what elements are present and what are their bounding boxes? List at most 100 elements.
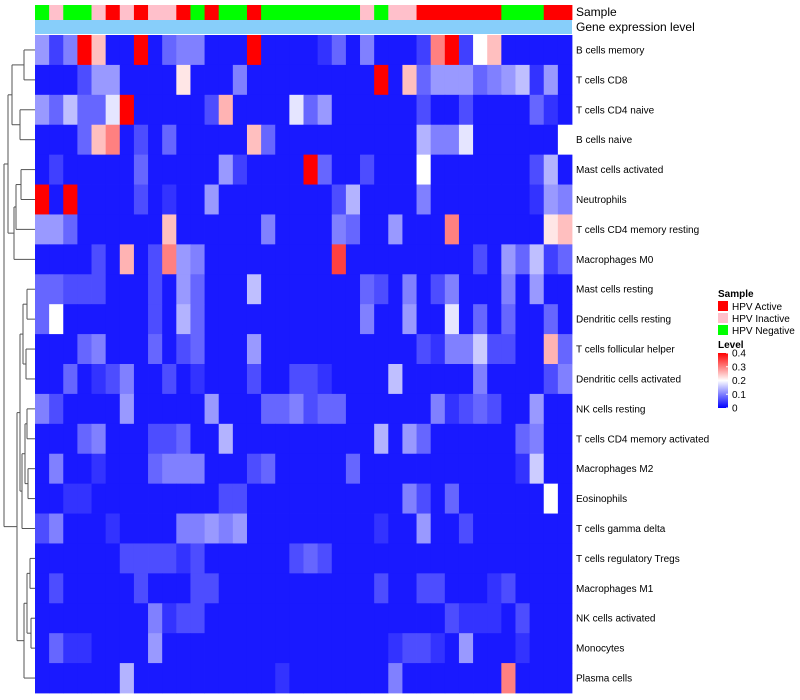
heatmap-cell (529, 214, 545, 245)
heatmap-cell (162, 423, 177, 455)
heatmap-cell (190, 453, 205, 485)
heatmap-cell (430, 423, 446, 455)
heatmap-cell (35, 483, 50, 514)
heatmap-cell (303, 35, 319, 66)
sample-legend: Sample HPV Active HPV Inactive HPV Negat… (718, 289, 795, 337)
heatmap-cell (430, 663, 446, 694)
heatmap-cell (204, 124, 220, 156)
heatmap-cell (275, 94, 290, 126)
heatmap-cell (331, 603, 347, 634)
heatmap-cell (148, 304, 163, 335)
heatmap-cell (176, 513, 191, 544)
heatmap-cell (331, 364, 347, 395)
heatmap-cell (416, 543, 432, 574)
heatmap-cell (232, 633, 248, 664)
heatmap-cell (444, 154, 460, 185)
heatmap-cell (501, 393, 516, 425)
heatmap-cell (190, 573, 205, 604)
heatmap-cell (515, 393, 531, 425)
heatmap-cell (529, 364, 545, 395)
heatmap-cell (416, 603, 432, 634)
heatmap-cell (529, 633, 545, 664)
heatmap-cell (63, 124, 78, 156)
heatmap-cell (275, 334, 290, 365)
heatmap-cell (133, 543, 149, 574)
heatmap-cell (487, 124, 502, 156)
heatmap-cell (261, 244, 276, 275)
heatmap-cell (303, 214, 319, 245)
heatmap-cell (473, 633, 488, 664)
heatmap-cell (148, 423, 163, 455)
heatmap-cell (458, 663, 474, 694)
heatmap-cell (501, 603, 516, 634)
heatmap-cell (487, 364, 502, 395)
heatmap-cell (148, 364, 163, 395)
sample-annotation-cell (430, 5, 446, 20)
heatmap-cell (388, 244, 403, 275)
heatmap-cell (105, 184, 121, 215)
heatmap-cell (148, 214, 163, 245)
heatmap-cell (444, 483, 460, 514)
heatmap-cell (275, 393, 290, 425)
heatmap-cell (261, 304, 276, 335)
heatmap-cell (444, 184, 460, 215)
heatmap-cell (529, 334, 545, 365)
heatmap-cell (232, 573, 248, 604)
heatmap-cell (303, 184, 319, 215)
heatmap-cell (77, 663, 92, 694)
heatmap-cell (487, 513, 502, 544)
heatmap-cell (289, 393, 304, 425)
level-tick-label: 0.2 (732, 376, 746, 387)
heatmap-cell (374, 154, 389, 185)
heatmap-cell (105, 483, 121, 514)
heatmap-cell (49, 274, 64, 305)
row-label: T cells follicular helper (576, 345, 675, 356)
heatmap-cell (416, 633, 432, 664)
heatmap-cell (557, 633, 573, 664)
heatmap-cell (374, 573, 389, 604)
heatmap-cell (360, 393, 375, 425)
heatmap-cell (218, 393, 234, 425)
heatmap-cell (176, 573, 191, 604)
heatmap-cell (105, 513, 121, 544)
heatmap-cell (105, 64, 121, 96)
heatmap-cell (444, 633, 460, 664)
heatmap-cell (91, 35, 107, 66)
heatmap-cell (458, 334, 474, 365)
heatmap-cell (458, 274, 474, 305)
heatmap-cell (218, 94, 234, 126)
heatmap-cell (275, 633, 290, 664)
heatmap-cell (557, 154, 573, 185)
heatmap-cell (388, 334, 403, 365)
heatmap-cell (232, 334, 248, 365)
heatmap-cell (148, 483, 163, 514)
heatmap-cell (246, 184, 262, 215)
heatmap-cell (416, 423, 432, 455)
heatmap-cell (402, 513, 417, 544)
heatmap-cell (557, 573, 573, 604)
sample-annotation-cell (275, 5, 290, 20)
heatmap-cell (374, 64, 389, 96)
heatmap-cell (246, 393, 262, 425)
heatmap-cell (303, 543, 319, 574)
heatmap-cell (275, 64, 290, 96)
heatmap-cell (119, 304, 135, 335)
heatmap-cell (63, 94, 78, 126)
heatmap-cell (487, 184, 502, 215)
heatmap-cell (501, 573, 516, 604)
heatmap-cell (119, 663, 135, 694)
heatmap-cell (105, 453, 121, 485)
heatmap-cell (218, 483, 234, 514)
heatmap-cell (487, 663, 502, 694)
heatmap-cell (246, 274, 262, 305)
heatmap-cell (317, 334, 333, 365)
heatmap-cell (402, 274, 417, 305)
heatmap-cell (190, 274, 205, 305)
heatmap-cell (105, 244, 121, 275)
heatmap-cell (133, 184, 149, 215)
heatmap-cell (487, 573, 502, 604)
heatmap-cell (119, 364, 135, 395)
heatmap-cell (119, 214, 135, 245)
heatmap-cell (331, 513, 347, 544)
heatmap-cell (444, 35, 460, 66)
